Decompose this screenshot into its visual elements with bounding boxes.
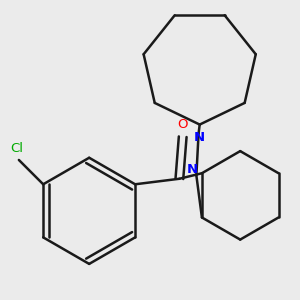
- Text: N: N: [186, 164, 197, 176]
- Text: N: N: [194, 131, 205, 144]
- Text: Cl: Cl: [10, 142, 23, 155]
- Text: O: O: [178, 118, 188, 131]
